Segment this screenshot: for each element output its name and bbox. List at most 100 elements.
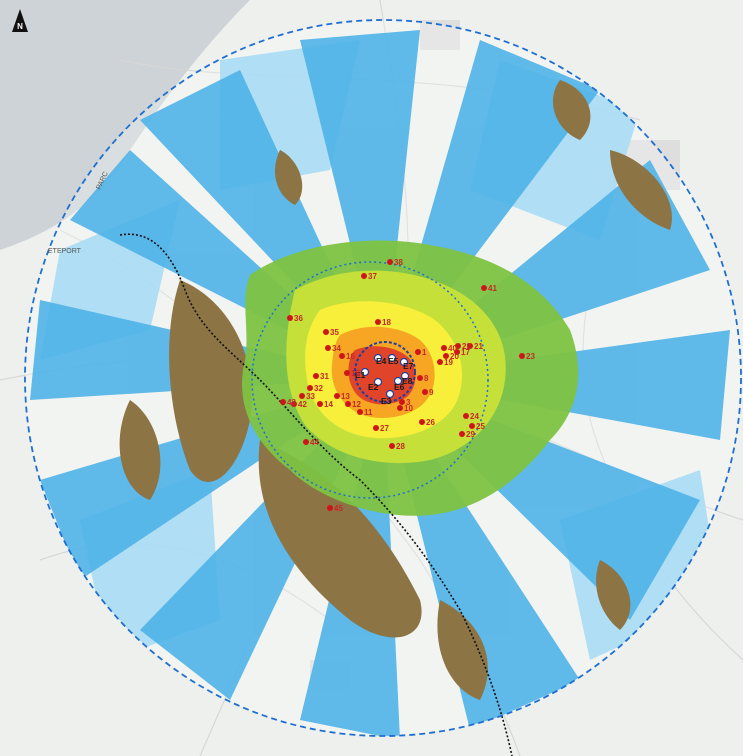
viewpoint-dot-45 (327, 505, 333, 511)
north-arrow-label: N (17, 22, 23, 31)
viewpoint-label-16: 16 (346, 352, 355, 361)
viewpoint-dot-21 (467, 343, 473, 349)
study-radius-inner-circle (251, 261, 489, 499)
turbine-zone-circle (354, 341, 416, 403)
viewpoint-label-32: 32 (314, 384, 323, 393)
viewpoint-label-28: 28 (396, 442, 405, 451)
viewpoint-dot-33 (299, 393, 305, 399)
viewpoint-label-29: 29 (466, 430, 475, 439)
viewpoint-dot-32 (307, 385, 313, 391)
viewpoint-dot-3 (399, 399, 405, 405)
viewpoint-dot-18 (375, 319, 381, 325)
viewpoint-label-8: 8 (424, 374, 429, 383)
viewpoint-label-19: 19 (444, 358, 453, 367)
viewpoint-label-43: 43 (287, 398, 296, 407)
viewpoint-label-26: 26 (426, 418, 435, 427)
viewpoint-dot-26 (419, 419, 425, 425)
viewpoint-label-44: 44 (310, 438, 319, 447)
viewpoint-label-12: 12 (352, 400, 361, 409)
viewpoint-dot-27 (373, 425, 379, 431)
viewpoint-dot-14 (317, 401, 323, 407)
viewpoint-label-36: 36 (294, 314, 303, 323)
viewpoint-label-37: 37 (368, 272, 377, 281)
viewpoint-label-35: 35 (330, 328, 339, 337)
viewpoint-label-18: 18 (382, 318, 391, 327)
sea-area (0, 0, 250, 250)
turbine-label-e6: E6 (394, 382, 405, 392)
viewpoint-dot-13 (334, 393, 340, 399)
turbine-label-e8: E8 (402, 376, 413, 386)
viewpoint-dot-41 (481, 285, 487, 291)
turbine-e6-icon: E6 (393, 376, 405, 392)
viewpoint-label-23: 23 (526, 352, 535, 361)
viewpoint-dot-1 (415, 349, 421, 355)
viewpoint-label-13: 13 (341, 392, 350, 401)
viewpoint-dot-43 (280, 399, 286, 405)
viewpoint-dot-31 (313, 373, 319, 379)
viewpoint-label-15: 15 (351, 369, 360, 378)
viewpoint-dot-10 (397, 405, 403, 411)
viewpoint-label-21: 21 (474, 342, 483, 351)
viewpoint-dot-35 (323, 329, 329, 335)
viewpoint-label-17: 17 (461, 348, 470, 357)
viewpoint-dot-23 (519, 353, 525, 359)
turbine-e7-icon: E7 (399, 357, 414, 371)
viewpoint-dot-42 (291, 401, 297, 407)
viewpoint-dot-29 (459, 431, 465, 437)
viewpoint-dot-17 (454, 349, 460, 355)
viewpoint-label-27: 27 (380, 424, 389, 433)
turbine-label-e1: E1 (355, 370, 366, 380)
viewpoint-dot-8 (417, 375, 423, 381)
turbine-e3-icon: E3 (381, 389, 395, 406)
viewpoint-dot-11 (357, 409, 363, 415)
turbine-label-e3: E3 (381, 396, 392, 406)
viewpoint-label-33: 33 (306, 392, 315, 401)
viewpoint-label-1: 1 (422, 348, 427, 357)
viewpoint-dot-24 (463, 413, 469, 419)
study-radius-outer-circle (24, 19, 742, 737)
turbine-e8-icon: E8 (400, 371, 413, 386)
viewpoint-label-34: 34 (332, 344, 341, 353)
viewpoint-label-38: 38 (394, 258, 403, 267)
viewpoint-label-24: 24 (470, 412, 479, 421)
viewpoint-dot-9 (422, 389, 428, 395)
turbine-markers: E1 E2 E3 E4 E5 E6 E7 E8 (355, 353, 414, 406)
viewpoint-dot-37 (361, 273, 367, 279)
viewpoint-dot-20 (443, 353, 449, 359)
viewpoint-dot-36 (287, 315, 293, 321)
turbine-label-e4: E4 (376, 356, 387, 366)
turbine-e4-icon: E4 (373, 353, 387, 366)
viewpoint-dot-19 (437, 359, 443, 365)
viewpoint-label-14: 14 (324, 400, 333, 409)
viewpoint-dot-25 (469, 423, 475, 429)
viewpoint-label-31: 31 (320, 372, 329, 381)
viewpoint-label-9: 9 (429, 388, 434, 397)
viewpoint-label-20: 20 (450, 352, 459, 361)
river-boundary-line (119, 233, 513, 756)
place-label-eteport: ETEPORT (48, 248, 82, 255)
turbine-e1-icon: E1 (355, 367, 370, 380)
viewpoint-dot-38 (387, 259, 393, 265)
viewpoint-label-42: 42 (298, 400, 307, 409)
viewpoint-dot-34 (325, 345, 331, 351)
viewpoint-label-45: 45 (334, 504, 343, 513)
viewpoint-label-3: 3 (406, 398, 411, 407)
north-arrow-icon: N (12, 9, 28, 32)
turbine-e2-icon: E2 (368, 377, 383, 392)
viewpoint-label-25: 25 (476, 422, 485, 431)
visibility-layer (25, 20, 741, 736)
viewpoint-label-41: 41 (488, 284, 497, 293)
turbine-label-e5: E5 (388, 356, 399, 366)
turbine-label-e7: E7 (403, 361, 414, 371)
viewpoint-label-40: 40 (448, 344, 457, 353)
viewpoint-dot-15 (344, 370, 350, 376)
viewpoint-dot-22 (455, 343, 461, 349)
viewpoint-label-11: 11 (364, 408, 373, 417)
viewpoint-dot-40 (441, 345, 447, 351)
turbine-e5-icon: E5 (387, 353, 399, 366)
zone-red (348, 346, 416, 405)
viewpoint-dot-12 (345, 401, 351, 407)
viewpoint-label-22: 22 (462, 342, 471, 351)
